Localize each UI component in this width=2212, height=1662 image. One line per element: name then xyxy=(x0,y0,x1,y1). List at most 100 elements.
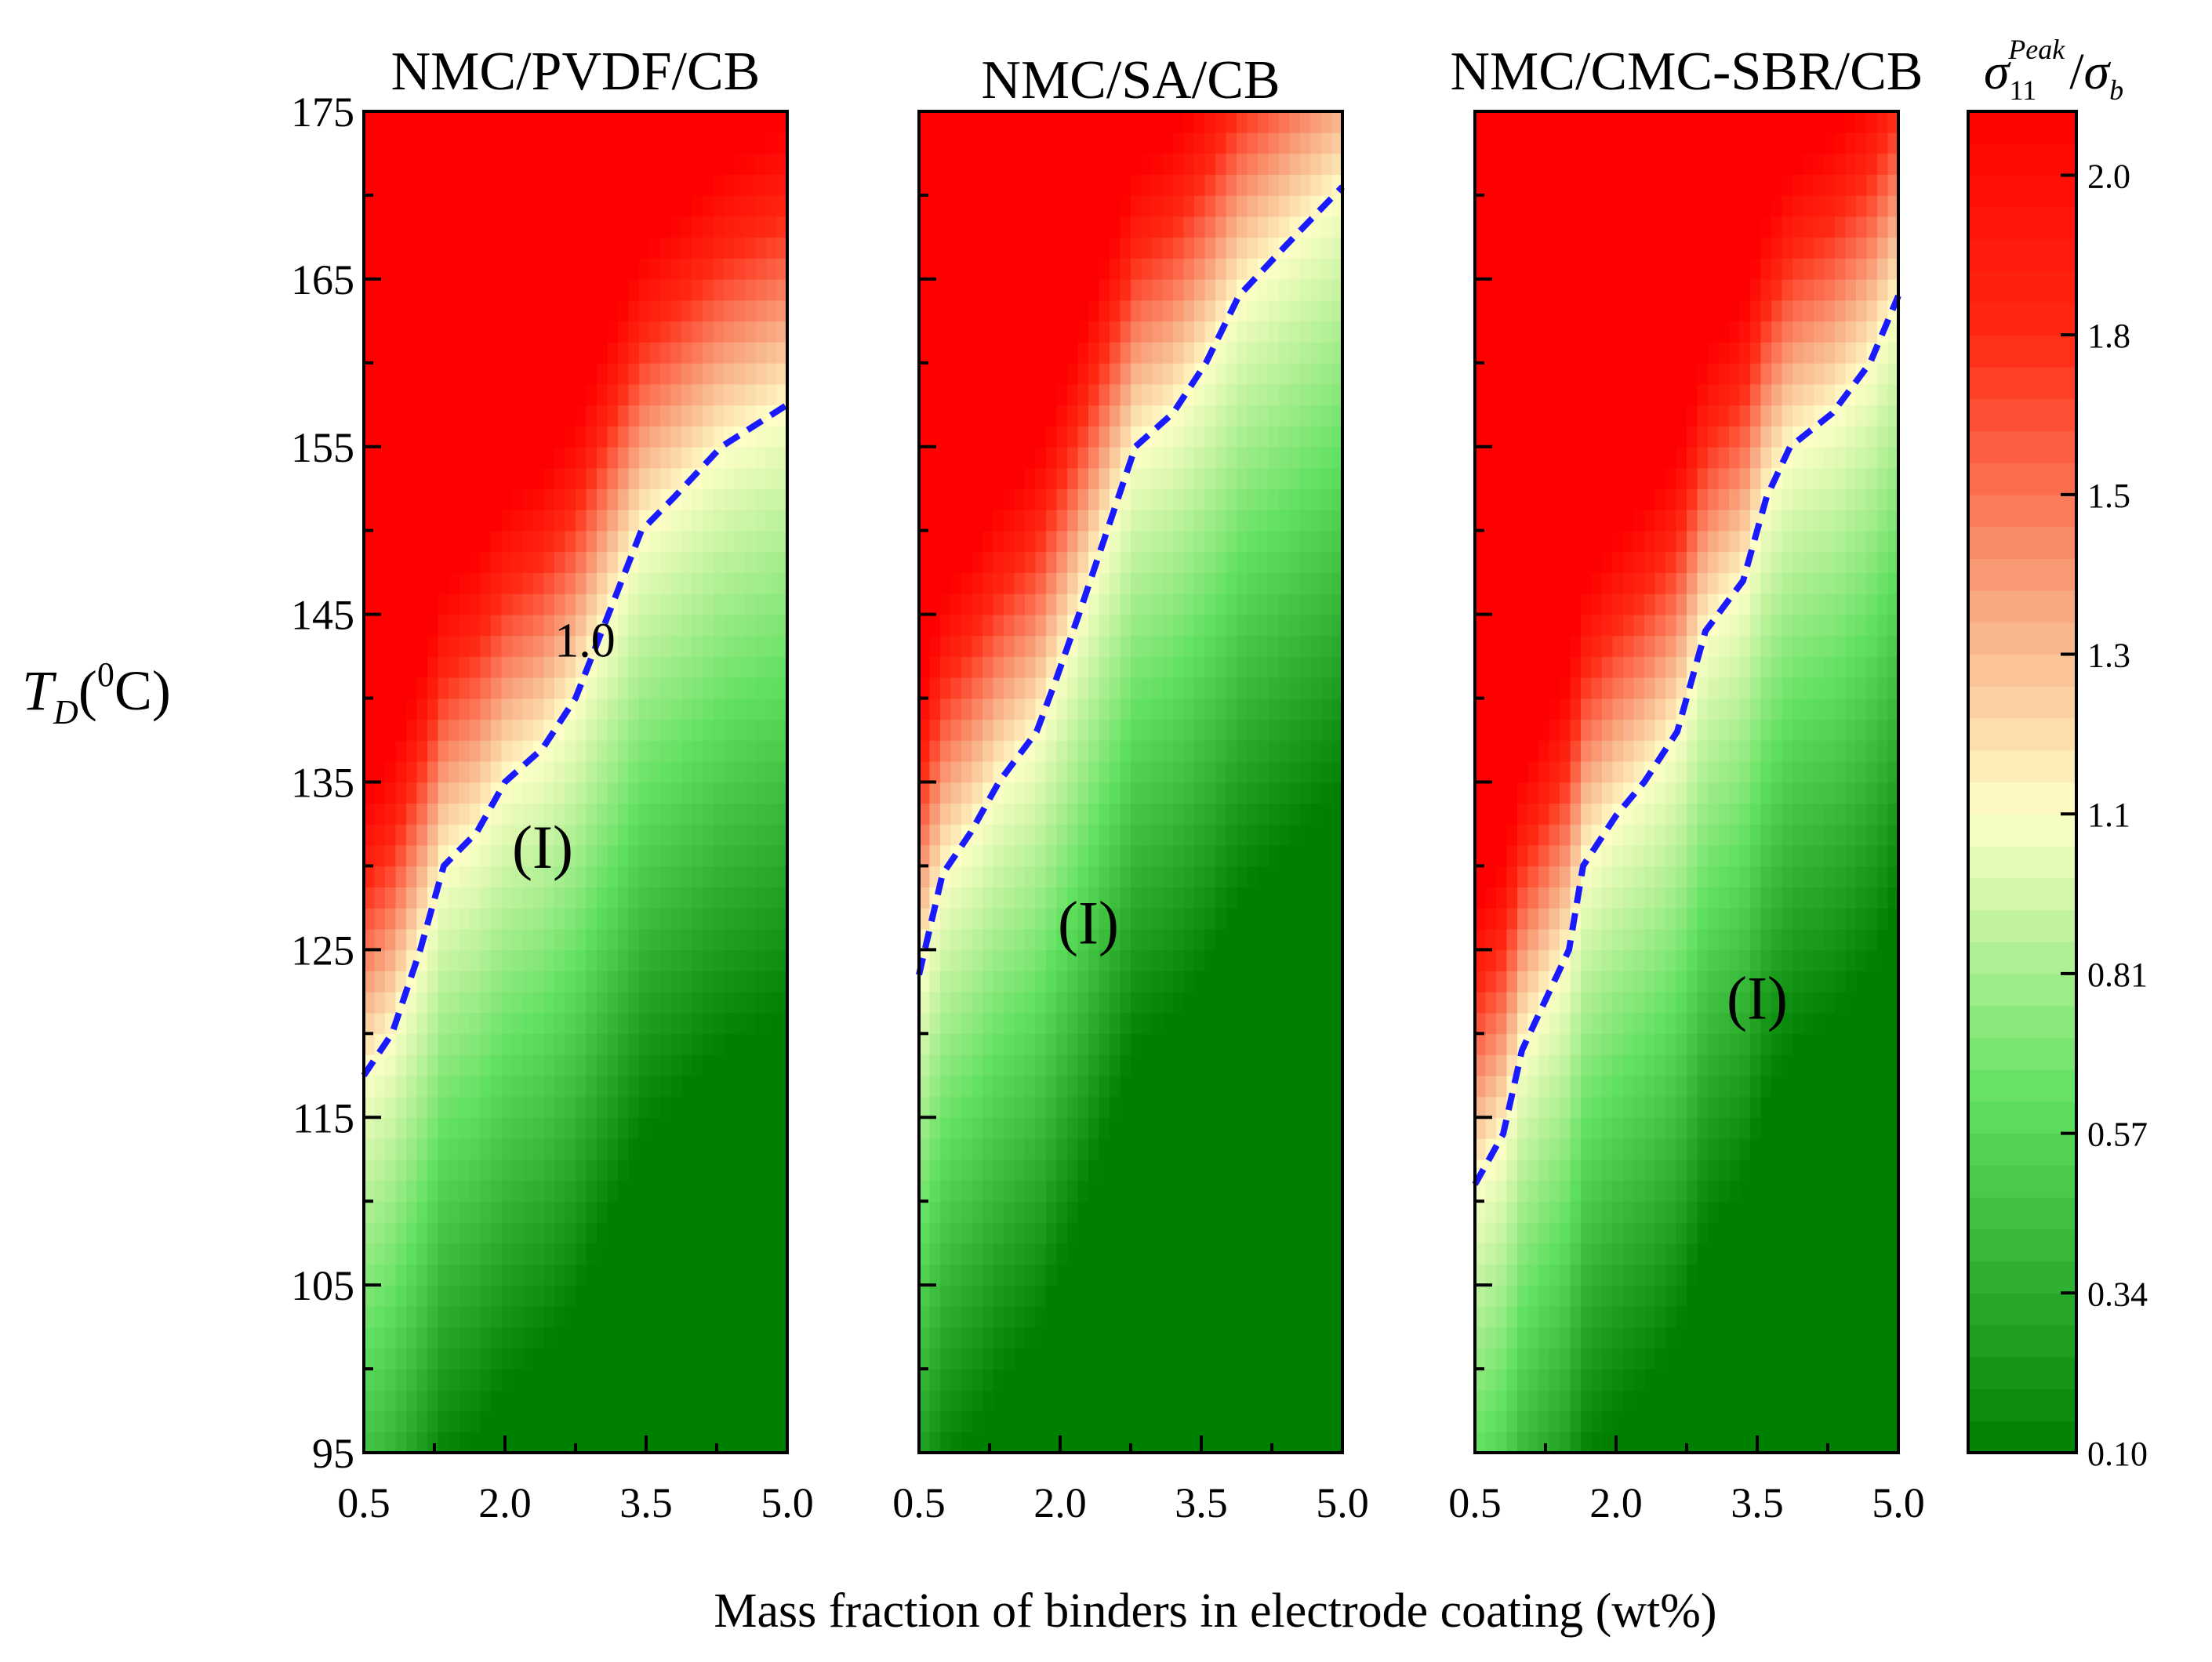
heatmap-cell xyxy=(1183,321,1195,343)
heatmap-cell xyxy=(1226,1243,1237,1265)
heatmap-cell xyxy=(1300,174,1312,196)
heatmap-cell xyxy=(1268,760,1280,783)
heatmap-cell xyxy=(1310,1326,1322,1349)
heatmap-cell xyxy=(1268,593,1280,615)
heatmap-cell xyxy=(1194,928,1206,951)
heatmap-cell xyxy=(1120,111,1131,133)
heatmap-cell xyxy=(618,1243,630,1265)
heatmap-cell xyxy=(1237,153,1248,175)
heatmap-cell xyxy=(940,1012,952,1035)
heatmap-cell xyxy=(1183,719,1195,741)
heatmap-cell xyxy=(618,971,630,992)
heatmap-cell xyxy=(395,865,407,887)
heatmap-cell xyxy=(491,383,503,406)
heatmap-cell xyxy=(512,342,524,364)
heatmap-cell xyxy=(618,446,630,469)
heatmap-cell xyxy=(929,1159,941,1181)
heatmap-cell xyxy=(364,1180,376,1202)
heatmap-cell xyxy=(745,488,757,510)
heatmap-cell xyxy=(692,572,703,594)
heatmap-cell xyxy=(1110,405,1121,426)
heatmap-cell xyxy=(1226,719,1237,741)
heatmap-cell xyxy=(586,971,597,992)
heatmap-cell xyxy=(1152,1096,1164,1119)
heatmap-cell xyxy=(628,1117,640,1139)
heatmap-cell xyxy=(1300,887,1312,909)
heatmap-cell xyxy=(1226,1117,1237,1139)
heatmap-cell xyxy=(681,1138,693,1160)
heatmap-cell xyxy=(1004,278,1015,301)
heatmap-cell xyxy=(639,928,651,951)
heatmap-cell xyxy=(1025,467,1037,490)
heatmap-cell xyxy=(438,1117,449,1139)
heatmap-cell xyxy=(1046,321,1058,343)
heatmap-cell xyxy=(1183,1243,1195,1265)
heatmap-cell xyxy=(628,782,640,804)
heatmap-cell xyxy=(940,1096,952,1119)
heatmap-cell xyxy=(533,865,545,887)
heatmap-cell xyxy=(660,1369,672,1391)
heatmap-cell xyxy=(1035,299,1047,322)
heatmap-cell xyxy=(1194,530,1206,553)
heatmap-cell xyxy=(522,237,534,259)
heatmap-cell xyxy=(1141,635,1153,657)
heatmap-cell xyxy=(628,1243,640,1265)
heatmap-cell xyxy=(501,278,513,301)
heatmap-cell xyxy=(692,321,703,343)
heatmap-cell xyxy=(1258,194,1269,217)
heatmap-cell xyxy=(512,1138,524,1160)
heatmap-cell xyxy=(1099,488,1110,510)
heatmap-cell xyxy=(554,928,566,951)
heatmap-cell xyxy=(1289,593,1301,615)
heatmap-cell xyxy=(1237,1096,1248,1119)
heatmap-cell xyxy=(543,1432,555,1453)
heatmap-cell xyxy=(1088,949,1100,971)
heatmap-cell xyxy=(416,258,428,280)
heatmap-cell xyxy=(745,1075,757,1098)
heatmap-cell xyxy=(919,1348,931,1370)
heatmap-cell xyxy=(950,1033,962,1055)
heatmap-cell xyxy=(427,216,439,238)
heatmap-cell xyxy=(940,299,952,322)
heatmap-cell xyxy=(692,1012,703,1035)
heatmap-cell xyxy=(1077,1096,1089,1119)
heatmap-cell xyxy=(512,928,524,951)
heatmap-cell xyxy=(1258,991,1269,1014)
heatmap-cell xyxy=(1215,656,1227,678)
heatmap-cell xyxy=(940,635,952,657)
heatmap-cell xyxy=(1067,1221,1079,1244)
heatmap-cell xyxy=(670,1075,682,1098)
heatmap-cell xyxy=(929,635,941,657)
heatmap-cell xyxy=(533,887,545,909)
heatmap-cell xyxy=(919,446,931,469)
heatmap-cell xyxy=(395,1410,407,1433)
heatmap-cell xyxy=(427,1033,439,1055)
heatmap-cell xyxy=(618,844,630,867)
heatmap-cell xyxy=(1110,1075,1121,1098)
heatmap-cell xyxy=(929,1369,941,1391)
heatmap-cell xyxy=(1173,1117,1185,1139)
heatmap-cell xyxy=(491,1389,503,1412)
heatmap-cell xyxy=(1046,194,1058,217)
heatmap-cell xyxy=(1067,383,1079,406)
heatmap-cell xyxy=(565,760,576,783)
heatmap-cell xyxy=(1215,949,1227,971)
heatmap-cell xyxy=(950,551,962,573)
heatmap-cell xyxy=(692,1369,703,1391)
heatmap-cell xyxy=(1279,572,1291,594)
heatmap-cell xyxy=(734,844,746,867)
heatmap-cell xyxy=(972,1305,983,1328)
heatmap-cell xyxy=(543,216,555,238)
heatmap-cell xyxy=(628,1305,640,1328)
heatmap-cell xyxy=(618,1285,630,1307)
heatmap-cell xyxy=(1099,509,1110,532)
heatmap-cell xyxy=(649,299,661,322)
heatmap-cell xyxy=(1099,698,1110,720)
heatmap-cell xyxy=(1004,362,1015,385)
heatmap-cell xyxy=(607,383,619,406)
heatmap-cell xyxy=(724,971,736,992)
heatmap-cell xyxy=(364,1389,376,1412)
heatmap-cell xyxy=(406,530,418,553)
heatmap-cell xyxy=(1141,1117,1153,1139)
heatmap-cell xyxy=(512,1326,524,1349)
